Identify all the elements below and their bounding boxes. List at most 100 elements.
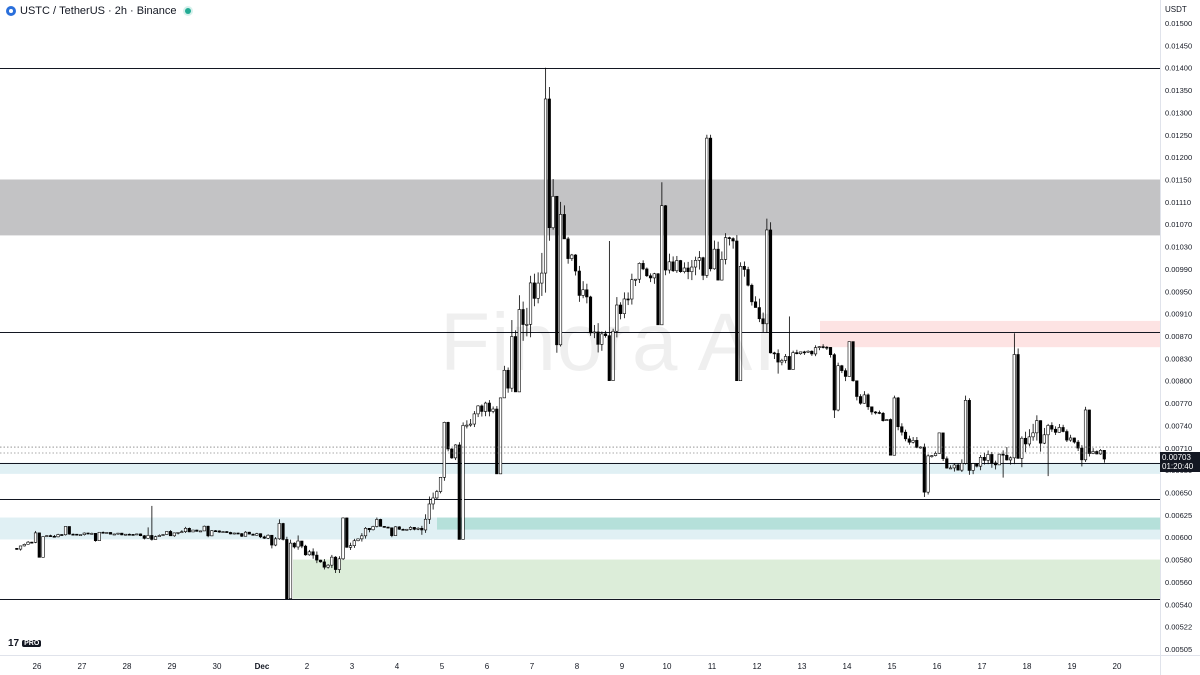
candle-body-1 [18,545,23,550]
candle-body-104 [405,528,409,531]
x-tick-label: 16 [933,662,942,671]
candle-body-71 [281,523,285,540]
zone-support [0,462,1160,474]
candle-body-167 [641,263,645,270]
candle-body-111 [431,497,435,505]
candle-body-201 [768,229,773,354]
candle-body-165 [633,278,638,281]
candle-body-242 [922,446,926,493]
candle-body-42 [172,532,176,537]
candle-body-200 [765,229,769,325]
candle-body-13 [63,526,68,536]
candle-body-251 [956,464,960,471]
candle-body-103 [401,528,405,531]
candle-body-7 [41,536,45,558]
candle-body-54 [217,530,221,533]
candle-body-152 [585,289,589,298]
candle-body-136 [525,323,529,326]
symbol-label[interactable]: USTC [20,5,50,17]
candle-body-32 [135,533,139,536]
candle-body-17 [78,534,83,536]
candle-body-34 [142,535,146,539]
candle-body-244 [930,455,934,457]
candle-body-101 [393,526,398,536]
candle-body-141 [543,98,548,274]
candle-body-271 [1031,432,1035,438]
x-tick-label: 13 [798,662,807,671]
candle-body-35 [146,535,150,539]
candle-body-133 [513,336,518,393]
candle-body-149 [573,254,578,272]
candle-body-231 [881,412,885,421]
candle-body-29 [123,533,128,536]
candle-body-43 [176,532,180,534]
candle-body-259 [986,454,990,461]
candle-body-153 [588,296,593,334]
x-tick-label: 7 [530,662,535,671]
y-tick-label: 0.01200 [1165,153,1192,162]
candle-body-191 [731,238,735,242]
y-tick-label: 0.00522 [1165,623,1192,632]
candle-body-86 [337,558,341,570]
price-axis-unit[interactable]: USDT [1165,5,1187,14]
separator: / [53,5,57,17]
candle-body-228 [870,406,874,413]
candle-body-158 [607,335,611,381]
candle-body-211 [806,350,810,353]
candle-body-68 [270,534,274,546]
candle-body-49 [198,530,203,533]
candle-body-262 [997,453,1001,466]
candle-body-69 [273,538,278,546]
candle-body-239 [911,440,915,443]
candle-body-210 [802,351,806,354]
candle-body-214 [817,346,821,348]
candle-body-169 [648,275,653,279]
candle-body-113 [438,477,443,492]
candle-body-37 [153,536,158,540]
candle-body-289 [1098,450,1103,455]
candle-body-8 [45,535,49,537]
candle-body-254 [967,400,971,471]
candle-body-60 [240,533,244,537]
candle-body-92 [360,535,364,540]
candle-body-253 [963,400,968,464]
candle-body-189 [723,237,728,260]
y-tick-label: 0.01150 [1165,176,1192,185]
candle-body-205 [783,356,788,361]
candle-body-240 [915,440,919,448]
candle-body-232 [885,419,889,421]
candle-body-10 [52,535,56,538]
candle-body-55 [221,531,225,533]
candle-body-247 [941,432,945,460]
y-tick-label: 0.01400 [1165,64,1192,73]
candle-body-66 [262,536,266,539]
candle-body-0 [15,548,19,550]
candle-body-62 [247,531,251,535]
candle-body-134 [517,309,521,393]
candle-body-51 [206,525,210,537]
tradingview-logo[interactable]: 17 PRO [8,638,42,649]
candle-body-140 [540,272,544,284]
candle-body-272 [1035,420,1039,434]
candle-body-170 [652,273,656,279]
candle-body-79 [311,551,315,556]
candle-body-172 [660,205,664,326]
candle-body-274 [1042,434,1046,444]
candle-body-127 [491,408,495,412]
candle-body-236 [900,426,904,433]
candle-body-4 [30,541,34,544]
candle-body-120 [465,424,469,427]
candle-body-118 [457,444,461,540]
y-tick-label: 0.00910 [1165,310,1192,319]
candle-body-5 [33,532,38,543]
candle-body-139 [536,282,540,299]
market-open-status-icon [184,8,191,14]
x-tick-label: 10 [663,662,672,671]
candle-body-258 [982,457,986,461]
candle-body-162 [622,298,626,314]
candle-body-221 [843,370,848,377]
candle-body-126 [487,402,491,412]
candle-body-187 [716,248,720,281]
candle-body-219 [836,365,840,411]
